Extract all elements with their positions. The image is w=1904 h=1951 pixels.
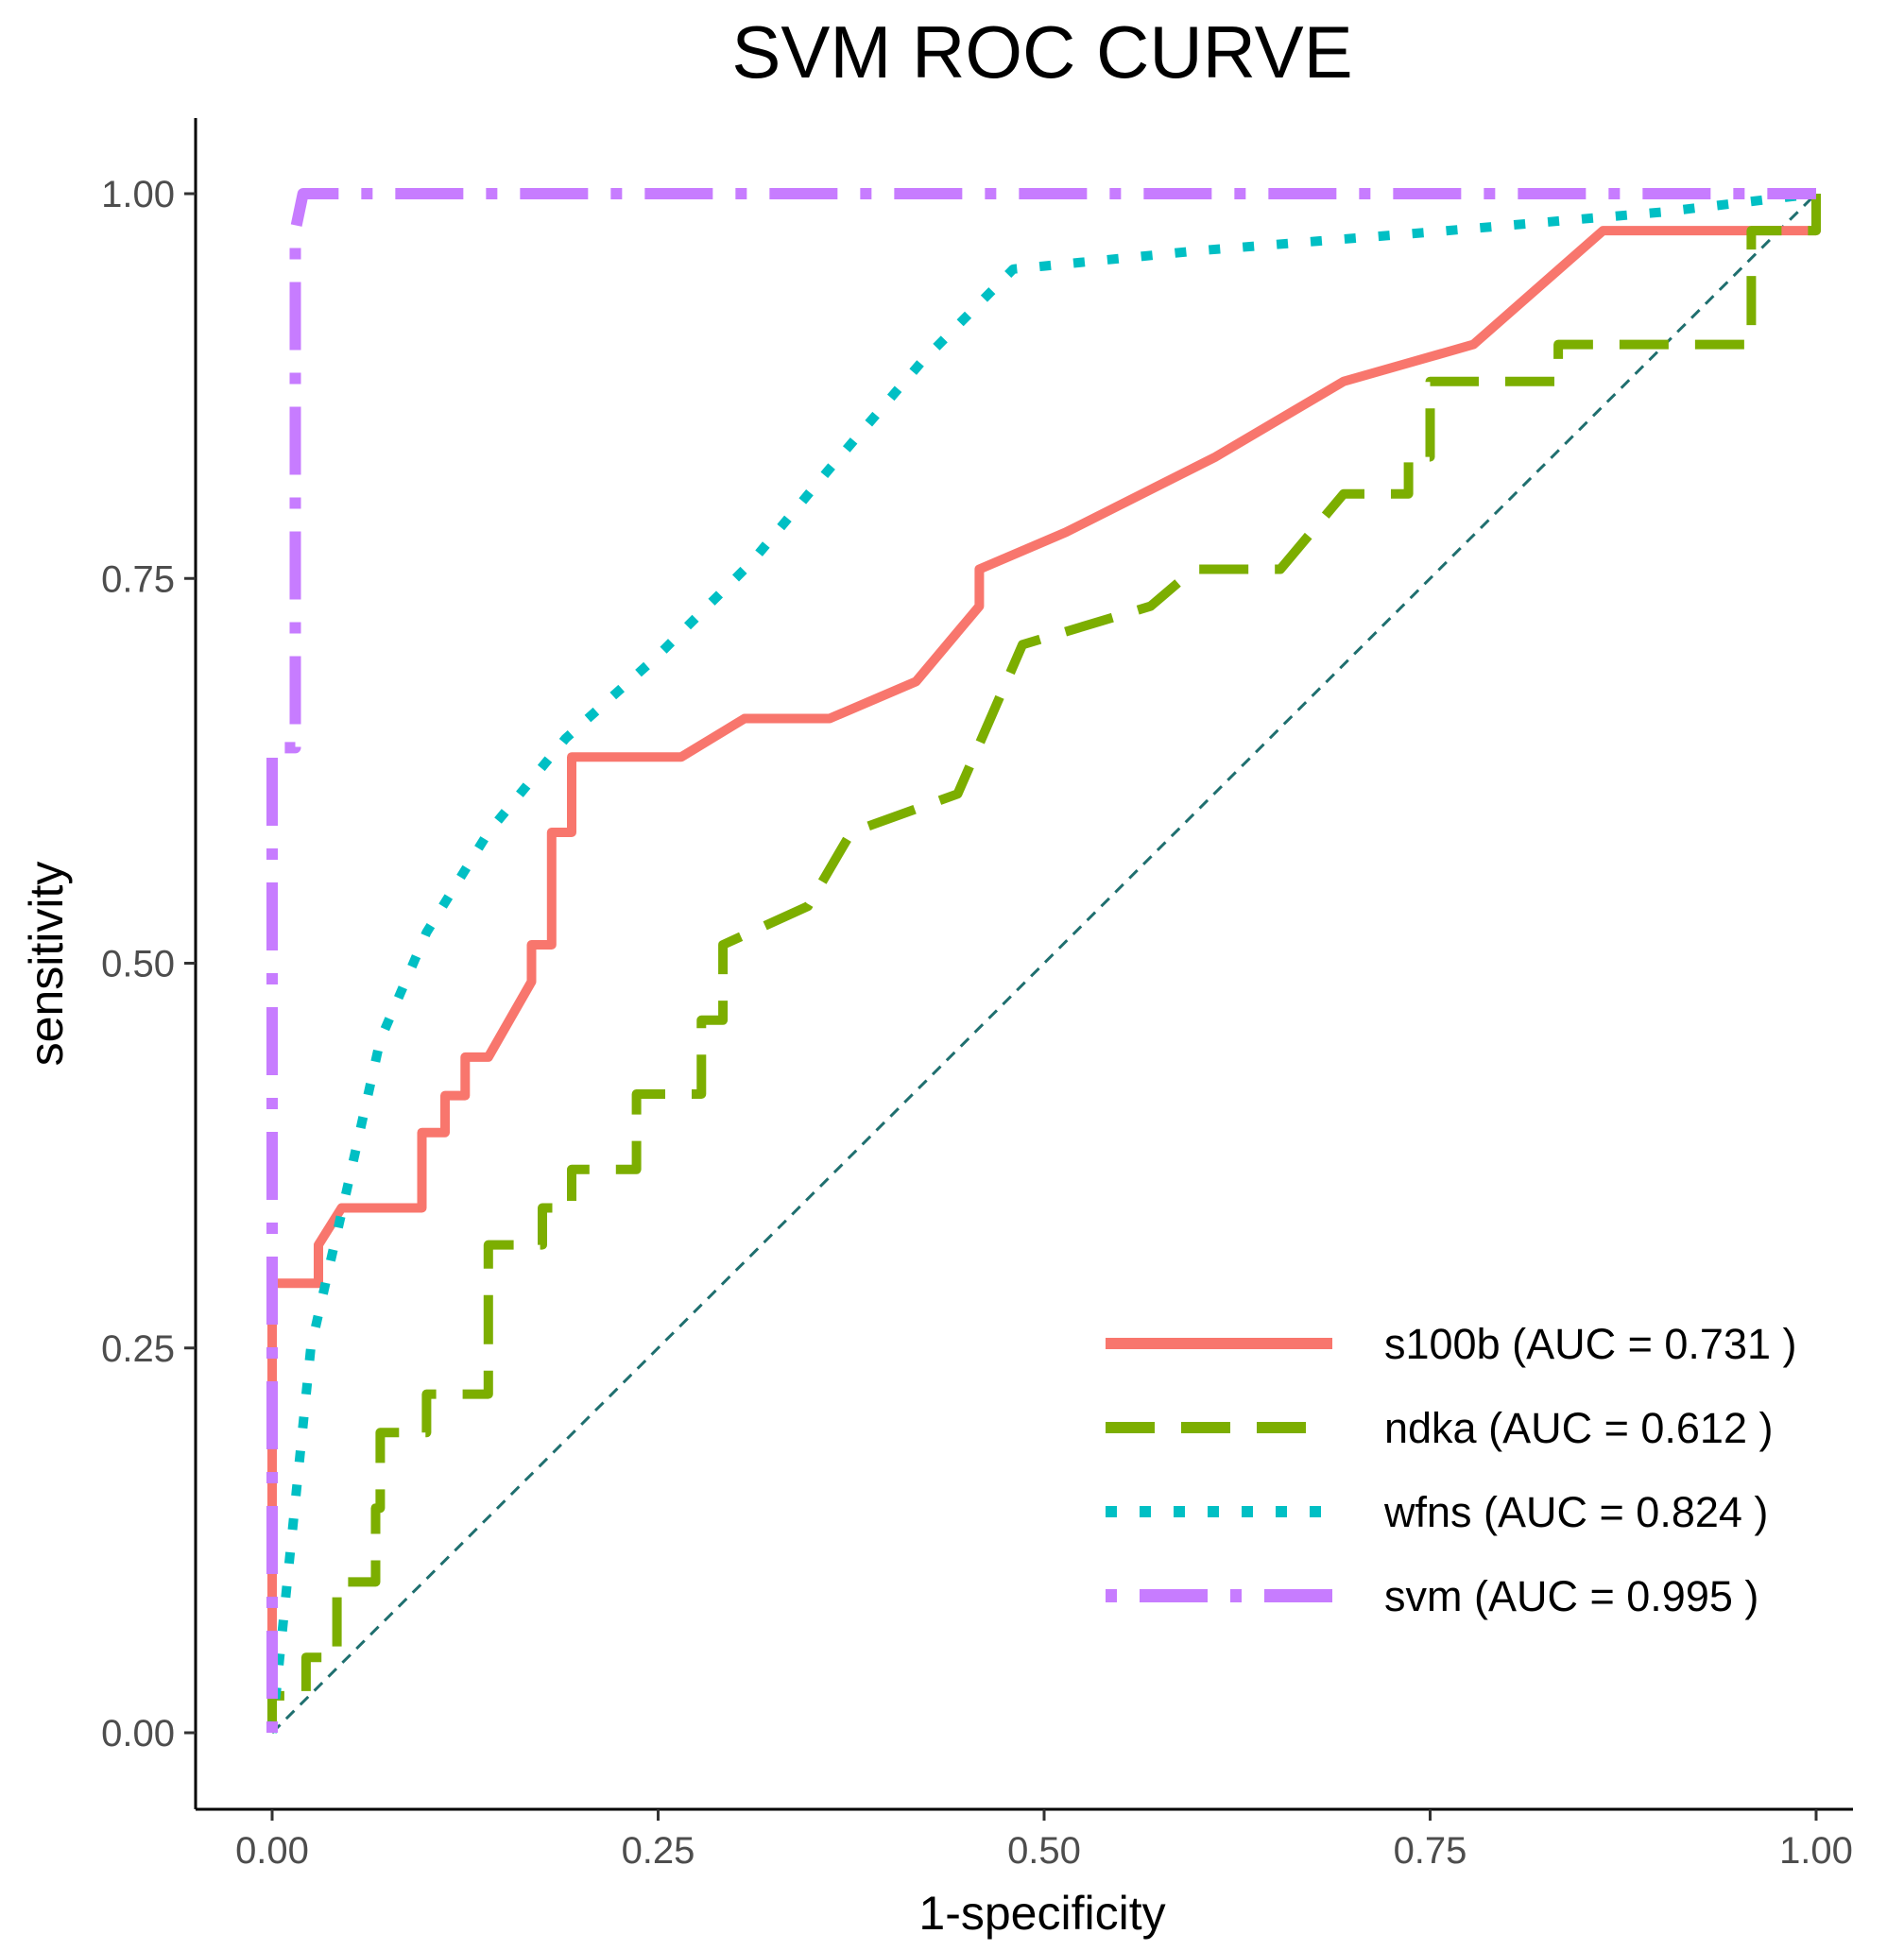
legend-item-ndka: ndka (AUC = 0.612 ) bbox=[1106, 1404, 1773, 1452]
chart-title: SVM ROC CURVE bbox=[731, 10, 1352, 94]
y-tick-label: 0.00 bbox=[101, 1713, 175, 1754]
y-tick-label: 0.50 bbox=[101, 944, 175, 985]
x-tick-label: 0.25 bbox=[622, 1830, 695, 1872]
x-tick-label: 0.00 bbox=[235, 1830, 309, 1872]
y-tick-label: 1.00 bbox=[101, 174, 175, 215]
legend-item-wfns: wfns (AUC = 0.824 ) bbox=[1106, 1488, 1768, 1536]
legend-label-ndka: ndka (AUC = 0.612 ) bbox=[1384, 1404, 1773, 1452]
plot-area bbox=[266, 188, 1821, 1735]
legend-label-wfns: wfns (AUC = 0.824 ) bbox=[1383, 1488, 1768, 1536]
y-ticks: 0.00 0.25 0.50 0.75 1.00 bbox=[101, 174, 196, 1754]
y-tick-label: 0.75 bbox=[101, 558, 175, 600]
y-axis-title: sensitivity bbox=[20, 862, 73, 1067]
x-ticks: 0.00 0.25 0.50 0.75 1.00 bbox=[235, 1809, 1853, 1872]
series-line-ndka bbox=[267, 194, 1821, 1733]
legend-label-s100b: s100b (AUC = 0.731 ) bbox=[1384, 1320, 1797, 1368]
reference-diagonal-line bbox=[270, 192, 1818, 1735]
x-tick-label: 0.75 bbox=[1394, 1830, 1467, 1872]
series-line-s100b bbox=[267, 194, 1821, 1733]
legend-label-svm: svm (AUC = 0.995 ) bbox=[1384, 1572, 1758, 1620]
series-line-svm bbox=[266, 188, 1816, 1733]
x-tick-label: 0.50 bbox=[1007, 1830, 1081, 1872]
y-tick-label: 0.25 bbox=[101, 1328, 175, 1370]
legend-item-svm: svm (AUC = 0.995 ) bbox=[1106, 1572, 1758, 1620]
x-tick-label: 1.00 bbox=[1779, 1830, 1853, 1872]
axes bbox=[194, 118, 1853, 1811]
legend: s100b (AUC = 0.731 ) ndka (AUC = 0.612 ) w… bbox=[1106, 1320, 1797, 1620]
legend-item-s100b: s100b (AUC = 0.731 ) bbox=[1106, 1320, 1797, 1368]
x-axis-title: 1-specificity bbox=[918, 1887, 1165, 1940]
